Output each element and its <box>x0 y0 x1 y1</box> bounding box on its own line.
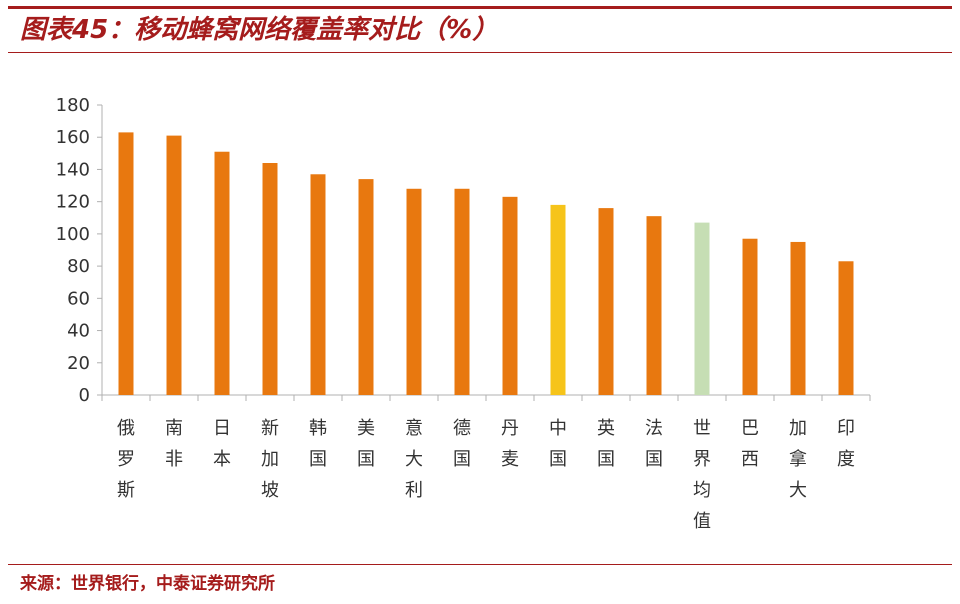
bar-11 <box>646 216 662 395</box>
bar-14 <box>790 241 806 395</box>
y-tick-label: 80 <box>67 256 90 277</box>
y-tick-label: 60 <box>67 288 90 309</box>
category-label: 世界均值 <box>693 418 711 532</box>
bar-2 <box>214 151 230 395</box>
bar-0 <box>118 132 134 395</box>
category-label: 加拿大 <box>789 418 807 501</box>
bar-9 <box>550 204 566 395</box>
y-tick-label: 100 <box>56 224 90 245</box>
category-label: 法国 <box>645 418 663 470</box>
category-label: 韩国 <box>309 418 327 470</box>
bar-1 <box>166 135 182 395</box>
footer-rule <box>8 564 952 565</box>
source-note: 来源：世界银行，中泰证券研究所 <box>20 574 275 594</box>
top-rule <box>8 6 952 9</box>
category-label: 南非 <box>165 418 183 470</box>
bar-6 <box>406 188 422 395</box>
category-label: 中国 <box>549 418 567 470</box>
title-rule <box>8 52 952 53</box>
category-label: 英国 <box>597 418 615 470</box>
category-label: 德国 <box>453 418 471 470</box>
y-tick-label: 140 <box>56 159 90 180</box>
category-label: 新加坡 <box>261 418 279 501</box>
y-tick-label: 0 <box>79 385 90 406</box>
category-label: 日本 <box>213 418 231 470</box>
bar-13 <box>742 238 758 395</box>
category-label: 丹麦 <box>501 418 519 470</box>
y-axis: 0 20 40 60 80 100 120 140 160 180 <box>56 95 103 406</box>
bar-5 <box>358 179 374 395</box>
y-tick-label: 180 <box>56 95 90 116</box>
y-tick-label: 160 <box>56 127 90 148</box>
bars <box>118 132 854 395</box>
category-label: 印度 <box>837 418 855 470</box>
bar-10 <box>598 208 614 395</box>
bar-3 <box>262 163 278 395</box>
y-tick-label: 20 <box>67 353 90 374</box>
bar-15 <box>838 261 854 395</box>
bar-4 <box>310 174 326 395</box>
category-label: 意大利 <box>405 418 423 501</box>
category-label: 巴西 <box>741 418 759 470</box>
y-tick-label: 40 <box>67 321 90 342</box>
figure-title: 图表45：移动蜂窝网络覆盖率对比（%） <box>20 15 499 45</box>
bar-8 <box>502 196 518 395</box>
bar-12 <box>694 222 710 395</box>
bar-7 <box>454 188 470 395</box>
category-label: 俄罗斯 <box>117 418 135 501</box>
y-tick-label: 120 <box>56 192 90 213</box>
x-axis <box>101 394 871 401</box>
category-label: 美国 <box>357 418 375 470</box>
